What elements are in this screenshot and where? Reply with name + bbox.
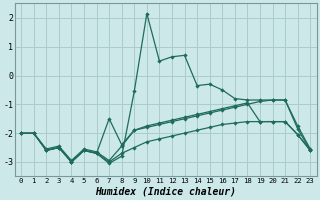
X-axis label: Humidex (Indice chaleur): Humidex (Indice chaleur) [95, 187, 236, 197]
